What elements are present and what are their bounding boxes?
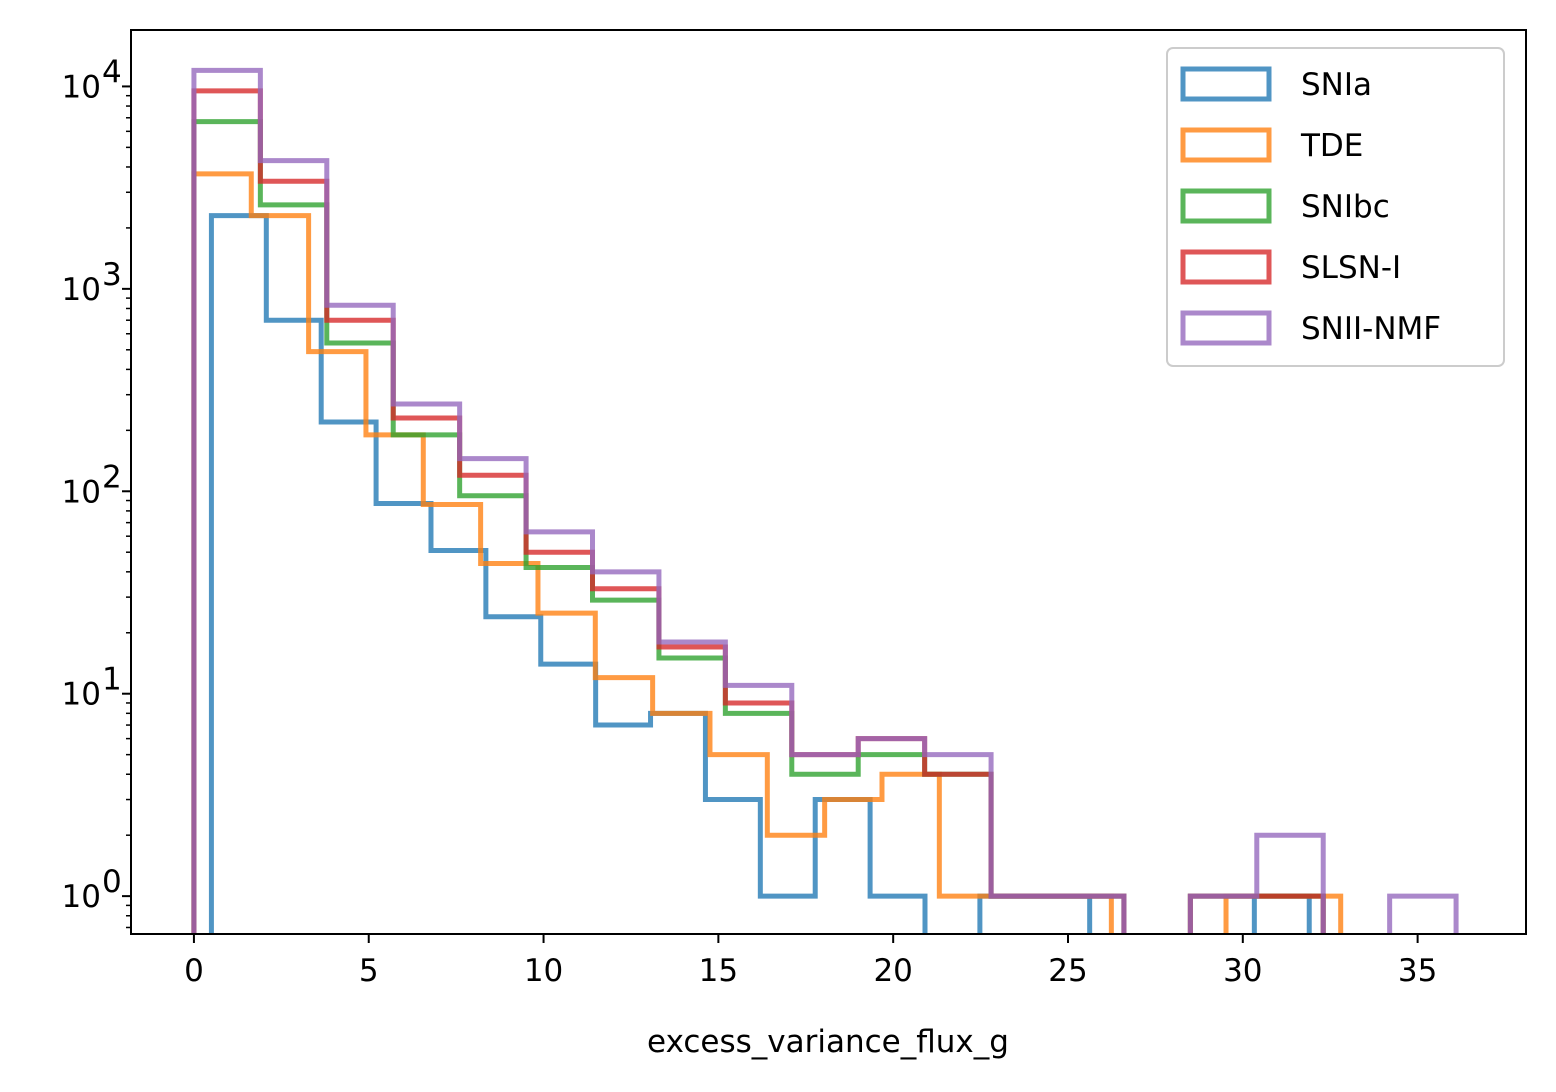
legend-label: SNIa: [1301, 67, 1372, 103]
x-tick-label: 0: [184, 953, 204, 989]
legend-swatch: [1180, 66, 1272, 102]
legend-swatch: [1180, 310, 1272, 346]
plot-frame: [130, 29, 1527, 935]
x-tick-label: 20: [873, 953, 912, 989]
series-layer: [191, 67, 1459, 934]
x-axis: 0 5 10 15 20 25 30 35: [184, 934, 1437, 989]
legend: SNIa TDE SNIbc SLSN-I SNII-NMF: [1166, 47, 1505, 367]
y-tick-label: 10: [62, 677, 101, 713]
legend-swatch: [1180, 249, 1272, 285]
legend-label: SNII-NMF: [1301, 311, 1441, 347]
legend-label: SLSN-I: [1301, 250, 1401, 286]
legend-label: TDE: [1300, 128, 1363, 164]
y-tick-exponent: 2: [102, 459, 122, 495]
y-tick-exponent: 1: [102, 662, 122, 698]
x-axis-title: excess_variance_flux_g: [647, 1024, 1009, 1060]
y-tick-label: 10: [62, 69, 101, 105]
legend-swatch: [1180, 127, 1272, 163]
y-tick-label: 10: [62, 474, 101, 510]
y-tick-exponent: 0: [102, 864, 122, 900]
series-snii-nmf: [191, 67, 1459, 934]
series-snia: [208, 213, 1312, 934]
y-tick-label: 10: [62, 272, 101, 308]
x-tick-label: 30: [1223, 953, 1262, 989]
y-tick-exponent: 4: [102, 54, 122, 90]
series-tde: [191, 171, 1344, 934]
x-tick-label: 15: [699, 953, 738, 989]
x-tick-label: 5: [359, 953, 379, 989]
x-tick-label: 35: [1398, 953, 1437, 989]
y-tick-exponent: 3: [102, 257, 122, 293]
y-tick-label: 10: [62, 879, 101, 915]
legend-swatch: [1180, 188, 1272, 224]
x-tick-label: 25: [1048, 953, 1087, 989]
legend-label: SNIbc: [1301, 189, 1390, 225]
x-tick-label: 10: [524, 953, 563, 989]
